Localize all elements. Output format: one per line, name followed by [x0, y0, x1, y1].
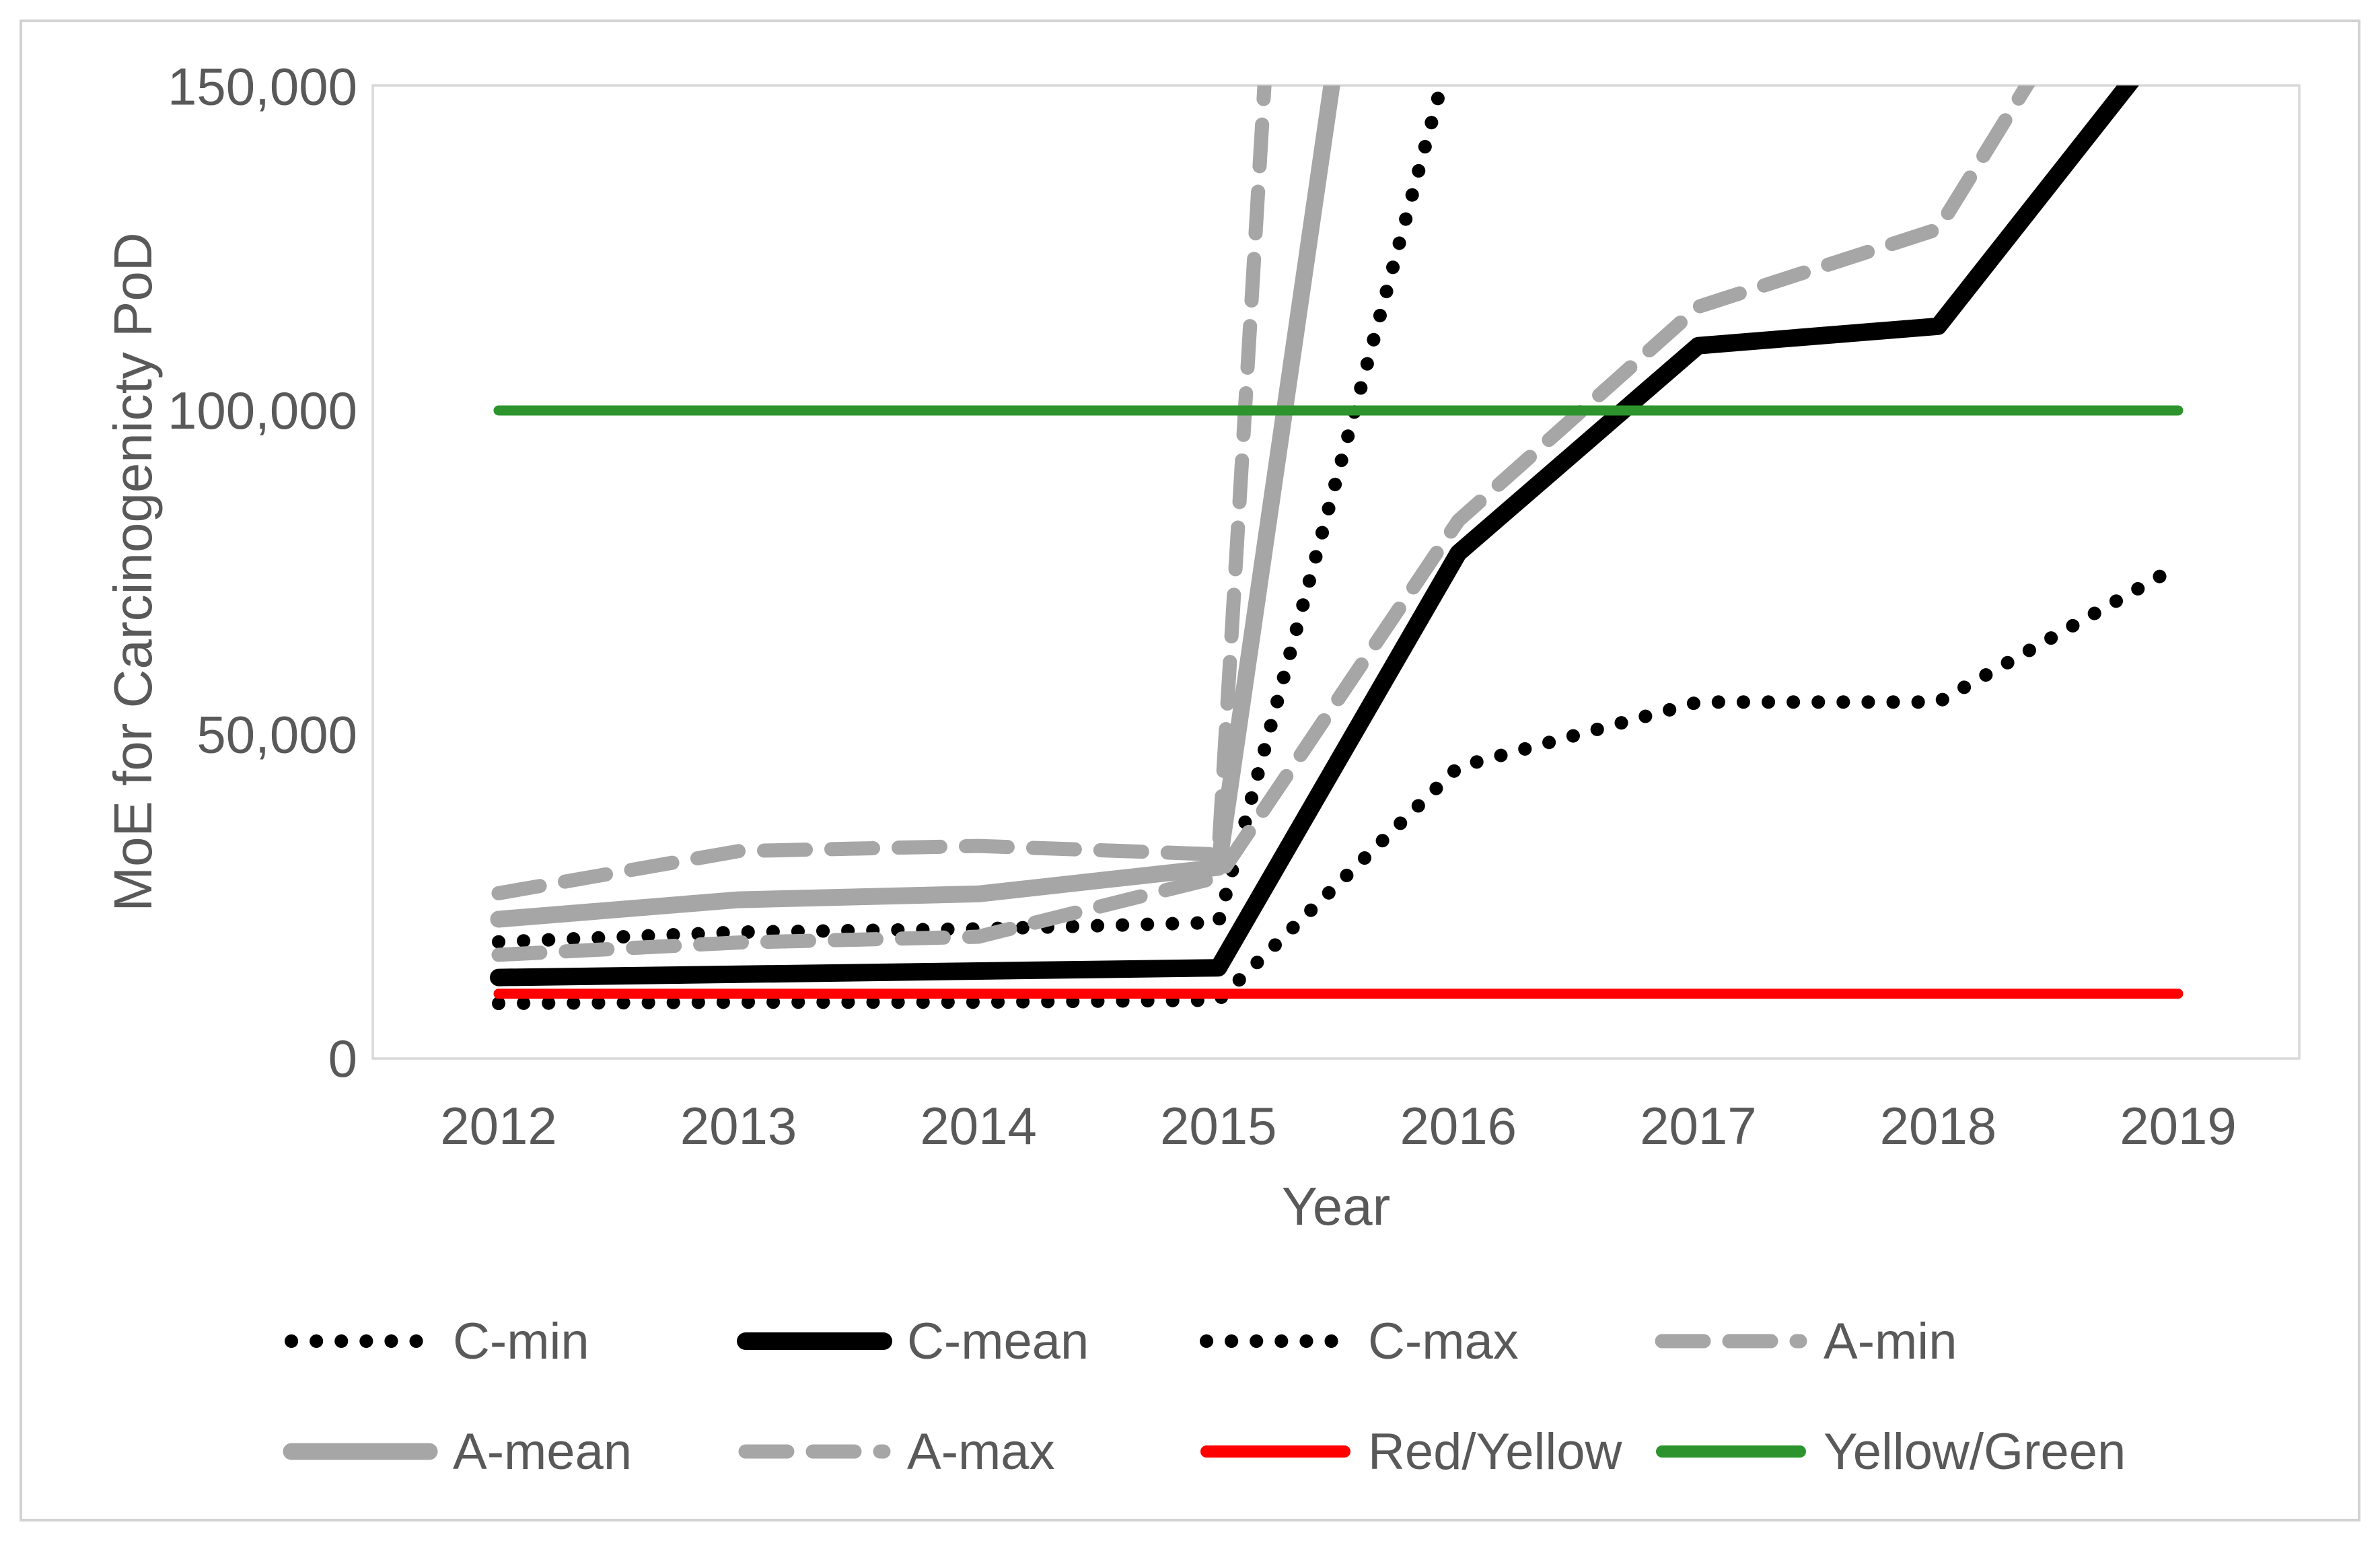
- x-axis-title: Year: [1282, 1176, 1391, 1236]
- legend-item-a-min: A-min: [1655, 1313, 1957, 1370]
- legend-item-a-mean: A-mean: [283, 1423, 632, 1480]
- series-group: [490, 85, 2185, 1011]
- legend-item-c-max: C-max: [1200, 1313, 1519, 1370]
- y-axis-title: MoE for Carcinogenicty PoD: [103, 232, 163, 911]
- x-tick-label: 2015: [1160, 1096, 1277, 1155]
- legend-item-c-mean: C-mean: [737, 1313, 1089, 1370]
- series-line-c-max: [492, 85, 1449, 949]
- series-line-a-max: [491, 85, 1272, 900]
- series-line-c-mean: [490, 85, 2139, 987]
- y-tick-label: 150,000: [168, 57, 357, 116]
- x-tick-label: 2016: [1400, 1096, 1517, 1155]
- legend-item-yellow-green: Yellow/Green: [1656, 1423, 2126, 1480]
- x-tick-label: 2017: [1640, 1096, 1757, 1155]
- legend-label-a-min: A-min: [1824, 1313, 1957, 1370]
- series-line-a-min: [491, 85, 2035, 962]
- legend-label-c-min: C-min: [453, 1313, 589, 1370]
- legend-label-red-yellow: Red/Yellow: [1368, 1423, 1623, 1480]
- x-tick-label: 2018: [1880, 1096, 1997, 1155]
- legend-item-a-max: A-max: [738, 1423, 1055, 1480]
- legend-label-c-max: C-max: [1368, 1313, 1519, 1370]
- x-tick-label: 2012: [440, 1096, 557, 1155]
- y-tick-label: 50,000: [196, 705, 357, 764]
- x-tick-label: 2014: [920, 1096, 1037, 1155]
- y-tick-label: 100,000: [168, 381, 357, 440]
- legend-label-a-mean: A-mean: [453, 1423, 632, 1480]
- y-tick-label: 0: [328, 1029, 357, 1088]
- legend-label-c-mean: C-mean: [907, 1313, 1089, 1370]
- legend: C-min C-mean C-max A-min A-mean A-max Red/Yell…: [283, 1313, 2126, 1480]
- legend-label-a-max: A-max: [907, 1423, 1055, 1480]
- legend-item-c-min: C-min: [285, 1313, 589, 1370]
- series-line-a-mean: [490, 85, 1340, 928]
- x-tick-label: 2013: [680, 1096, 797, 1155]
- figure-border: [20, 20, 2360, 1521]
- series-line-c-min: [492, 559, 2185, 1011]
- legend-label-yellow-green: Yellow/Green: [1824, 1423, 2126, 1480]
- x-tick-label: 2019: [2120, 1096, 2237, 1155]
- legend-item-red-yellow: Red/Yellow: [1200, 1423, 1623, 1480]
